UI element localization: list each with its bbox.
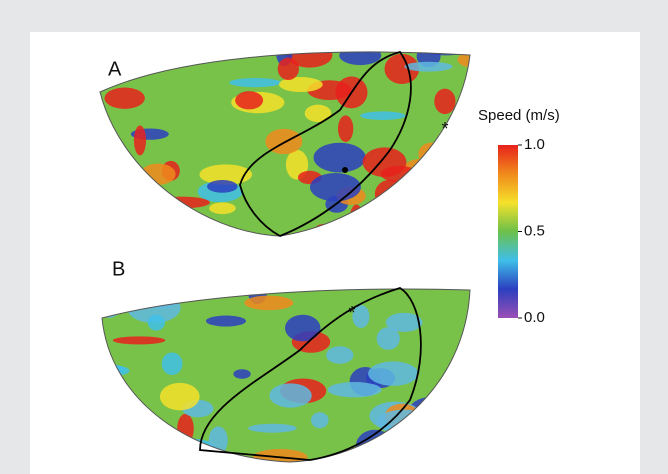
speed-patch: [235, 91, 263, 109]
speed-patch: [134, 125, 146, 155]
figure: A B * * Speed (m/s) 1.0 0.5 0.0: [0, 0, 668, 474]
speed-patch: [328, 382, 382, 397]
speed-patch: [310, 173, 361, 201]
speed-patch: [404, 62, 452, 72]
panel-label: B: [112, 258, 125, 280]
speed-patch: [113, 336, 166, 344]
marker: *: [348, 303, 355, 323]
speed-patch: [229, 78, 281, 87]
speed-patch: [311, 412, 329, 428]
marker: [342, 167, 348, 173]
speed-patch: [162, 352, 183, 375]
speed-patch: [148, 315, 165, 331]
speed-patch: [206, 316, 246, 327]
marker: *: [441, 119, 448, 139]
speed-patch: [434, 89, 455, 115]
colorbar-tick-label: 1.0: [524, 136, 545, 153]
speed-patch: [209, 202, 236, 214]
speed-patch: [278, 58, 299, 80]
colorbar-tick-label: 0.0: [524, 309, 545, 326]
speed-patch: [244, 296, 293, 311]
speed-patch: [360, 111, 405, 120]
speed-patch: [338, 115, 353, 142]
speed-patch: [104, 88, 144, 109]
colorbar-tick-label: 0.5: [524, 222, 545, 239]
speed-patch: [207, 180, 238, 193]
panel-label: A: [108, 58, 122, 80]
speed-patch: [326, 346, 353, 364]
colorbar-scale: [498, 145, 518, 318]
speed-patch: [269, 383, 311, 407]
speed-patch: [377, 327, 400, 350]
speed-patch: [314, 143, 366, 173]
speed-patch: [160, 383, 200, 411]
speed-patch: [248, 424, 296, 433]
speed-patch: [285, 315, 321, 342]
speed-patch: [233, 369, 250, 379]
speed-patch: [368, 361, 418, 385]
colorbar-title: Speed (m/s): [478, 107, 560, 124]
